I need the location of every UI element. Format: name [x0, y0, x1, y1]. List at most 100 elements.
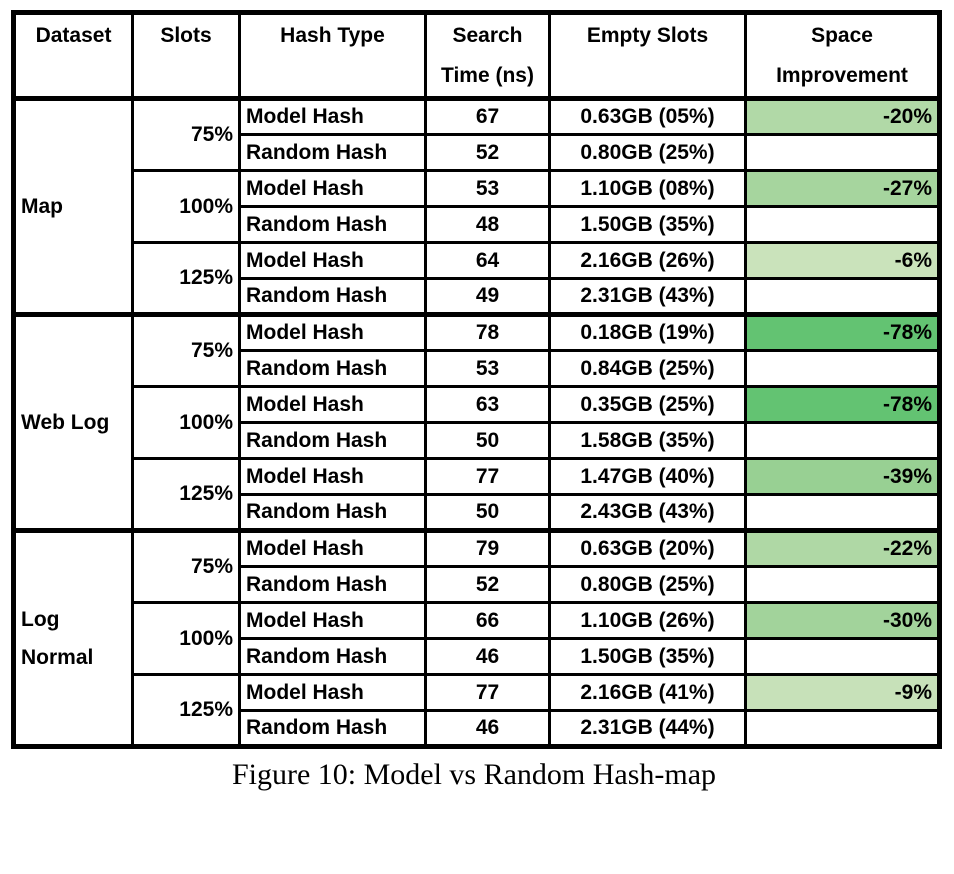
empty-slots-cell: 1.47GB (40%) [548, 457, 747, 496]
space-improvement-cell: -9% [744, 673, 941, 712]
col-header-hash-type: Hash Type [238, 11, 427, 101]
search-time-cell: 50 [424, 493, 551, 532]
space-improvement-cell: -30% [744, 601, 941, 640]
hash-type-cell: Model Hash [238, 457, 427, 496]
table-row: Map 75% Model Hash 67 0.63GB (05%) -20% [12, 97, 941, 316]
dataset-line: Log [21, 607, 60, 631]
header-line: Dataset [35, 24, 112, 47]
table-row: Random Hash 49 2.31GB (43%) [14, 277, 941, 316]
empty-slots-cell: 1.10GB (08%) [548, 169, 747, 208]
slots-cell: 100% [131, 385, 241, 460]
search-time-cell: 79 [424, 528, 551, 568]
table-row: Random Hash 48 1.50GB (35%) [14, 205, 941, 244]
slots-cell: 125% [131, 241, 241, 316]
table-row: Log Normal 75% Model Hash 79 0.63GB (20%)… [12, 528, 941, 748]
header-line: Empty Slots [586, 24, 709, 47]
search-time-cell: 46 [424, 637, 551, 676]
col-header-dataset: Dataset [12, 11, 134, 101]
search-time-cell: 77 [424, 457, 551, 496]
slots-cell: 100% [131, 601, 241, 676]
dataset-cell: Log Normal [12, 528, 134, 748]
space-improvement-cell [744, 133, 941, 172]
space-improvement-cell [744, 493, 941, 532]
search-time-cell: 67 [424, 97, 551, 136]
header-line: Slots [160, 24, 212, 47]
search-time-cell: 48 [424, 205, 551, 244]
hash-type-cell: Random Hash [238, 493, 427, 532]
empty-slots-cell: 0.84GB (25%) [548, 349, 747, 388]
table-row: Random Hash 53 0.84GB (25%) [14, 349, 941, 388]
empty-slots-cell: 0.63GB (20%) [548, 528, 747, 568]
empty-slots-cell: 2.16GB (26%) [548, 241, 747, 280]
slots-cell: 75% [131, 312, 241, 388]
slots-cell: 75% [131, 528, 241, 604]
empty-slots-cell: 0.80GB (25%) [548, 133, 747, 172]
hash-type-cell: Model Hash [238, 673, 427, 712]
empty-slots-cell: 2.16GB (41%) [548, 673, 747, 712]
col-header-space-improvement: Space Improvement [744, 11, 941, 101]
dataset-line: Map [21, 194, 63, 218]
hash-type-cell: Model Hash [238, 312, 427, 352]
space-improvement-cell: -78% [744, 385, 941, 424]
search-time-cell: 77 [424, 673, 551, 712]
empty-slots-cell: 0.63GB (05%) [548, 97, 747, 136]
space-improvement-cell: -22% [744, 528, 941, 568]
table-row: Random Hash 46 2.31GB (44%) [14, 709, 941, 748]
hash-type-cell: Model Hash [238, 241, 427, 280]
empty-slots-cell: 2.43GB (43%) [548, 493, 747, 532]
header-line: Time (ns) [441, 64, 534, 87]
header-line: Hash Type [280, 24, 385, 47]
empty-slots-cell: 0.80GB (25%) [548, 565, 747, 604]
dataset-line: Web Log [21, 410, 110, 434]
space-improvement-cell [744, 421, 941, 460]
figure-caption: Figure 10: Model vs Random Hash-map [231, 758, 717, 791]
hash-type-cell: Random Hash [238, 349, 427, 388]
hash-type-cell: Model Hash [238, 169, 427, 208]
search-time-cell: 53 [424, 349, 551, 388]
space-improvement-cell [744, 349, 941, 388]
hash-type-cell: Random Hash [238, 637, 427, 676]
table-row: 125% Model Hash 64 2.16GB (26%) -6% [14, 241, 941, 316]
space-improvement-cell: -27% [744, 169, 941, 208]
empty-slots-cell: 2.31GB (43%) [548, 277, 747, 316]
hash-type-cell: Random Hash [238, 709, 427, 748]
hash-type-cell: Model Hash [238, 97, 427, 136]
header-line: Improvement [776, 64, 908, 87]
slots-cell: 125% [131, 673, 241, 748]
empty-slots-cell: 1.50GB (35%) [548, 637, 747, 676]
empty-slots-cell: 0.35GB (25%) [548, 385, 747, 424]
search-time-cell: 63 [424, 385, 551, 424]
space-improvement-cell [744, 565, 941, 604]
hash-type-cell: Random Hash [238, 205, 427, 244]
table-row: Web Log 75% Model Hash 78 0.18GB (19%) -… [12, 312, 941, 532]
empty-slots-cell: 1.50GB (35%) [548, 205, 747, 244]
dataset-cell: Map [12, 97, 134, 316]
space-improvement-cell [744, 637, 941, 676]
search-time-cell: 52 [424, 565, 551, 604]
search-time-cell: 52 [424, 133, 551, 172]
header-line: Space [811, 24, 873, 47]
space-improvement-cell [744, 709, 941, 748]
hash-type-cell: Random Hash [238, 133, 427, 172]
search-time-cell: 50 [424, 421, 551, 460]
hash-type-cell: Model Hash [238, 601, 427, 640]
table-row: 125% Model Hash 77 1.47GB (40%) -39% [14, 457, 941, 532]
header-line: Search [452, 24, 523, 47]
empty-slots-cell: 2.31GB (44%) [548, 709, 747, 748]
col-header-empty-slots: Empty Slots [548, 11, 747, 101]
empty-slots-cell: 1.10GB (26%) [548, 601, 747, 640]
col-header-search-time: Search Time (ns) [424, 11, 551, 101]
dataset-cell: Web Log [12, 312, 134, 532]
space-improvement-cell: -20% [744, 97, 941, 136]
slots-cell: 100% [131, 169, 241, 244]
hash-type-cell: Model Hash [238, 385, 427, 424]
dataset-line: Normal [21, 645, 94, 669]
header-row: Dataset Slots Hash Type Search Time (ns) … [12, 11, 941, 101]
search-time-cell: 46 [424, 709, 551, 748]
hash-type-cell: Random Hash [238, 565, 427, 604]
search-time-cell: 53 [424, 169, 551, 208]
table-row: Random Hash 52 0.80GB (25%) [14, 565, 941, 604]
slots-cell: 75% [131, 97, 241, 172]
space-improvement-cell: -78% [744, 312, 941, 352]
